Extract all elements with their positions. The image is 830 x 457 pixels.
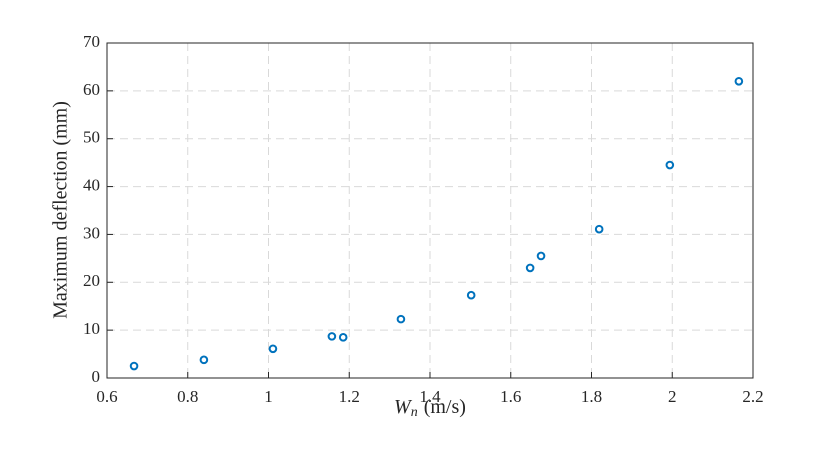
y-tick-label: 50 xyxy=(83,128,100,147)
data-point xyxy=(734,76,744,86)
x-tick-label: 2.2 xyxy=(742,387,763,406)
data-point xyxy=(665,160,675,170)
x-tick-label: 1.4 xyxy=(419,387,441,406)
x-label-subscript: n xyxy=(411,405,418,420)
y-tick-label: 60 xyxy=(83,80,100,99)
data-point xyxy=(525,263,535,273)
x-tick-label: 1.6 xyxy=(500,387,521,406)
y-tick-label: 0 xyxy=(92,367,101,386)
plot-frame xyxy=(106,42,754,379)
x-tick-label: 1 xyxy=(264,387,273,406)
y-tick-label: 30 xyxy=(83,223,100,242)
x-axis-label: Wn (m/s) xyxy=(394,396,466,421)
y-tick-label: 20 xyxy=(83,271,100,290)
data-point xyxy=(129,361,139,371)
x-tick-label: 1.2 xyxy=(339,387,360,406)
x-tick-label: 1.8 xyxy=(581,387,602,406)
data-point xyxy=(268,344,278,354)
x-tick-label: 0.8 xyxy=(177,387,198,406)
y-tick-label: 70 xyxy=(83,32,100,51)
x-tick-label: 0.6 xyxy=(96,387,117,406)
x-label-unit: (m/s) xyxy=(424,396,466,418)
data-point xyxy=(199,355,209,365)
data-point xyxy=(327,332,337,341)
x-label-symbol: W xyxy=(394,396,413,418)
data-point xyxy=(466,290,476,300)
y-tick-label: 10 xyxy=(83,319,100,338)
data-point xyxy=(396,314,406,324)
x-tick-label: 2 xyxy=(668,387,677,406)
data-point xyxy=(338,333,348,342)
y-axis-label: Maximum deflection (mm) xyxy=(50,101,72,319)
data-point xyxy=(594,224,604,234)
data-point xyxy=(536,251,546,261)
y-tick-label: 40 xyxy=(83,175,100,194)
